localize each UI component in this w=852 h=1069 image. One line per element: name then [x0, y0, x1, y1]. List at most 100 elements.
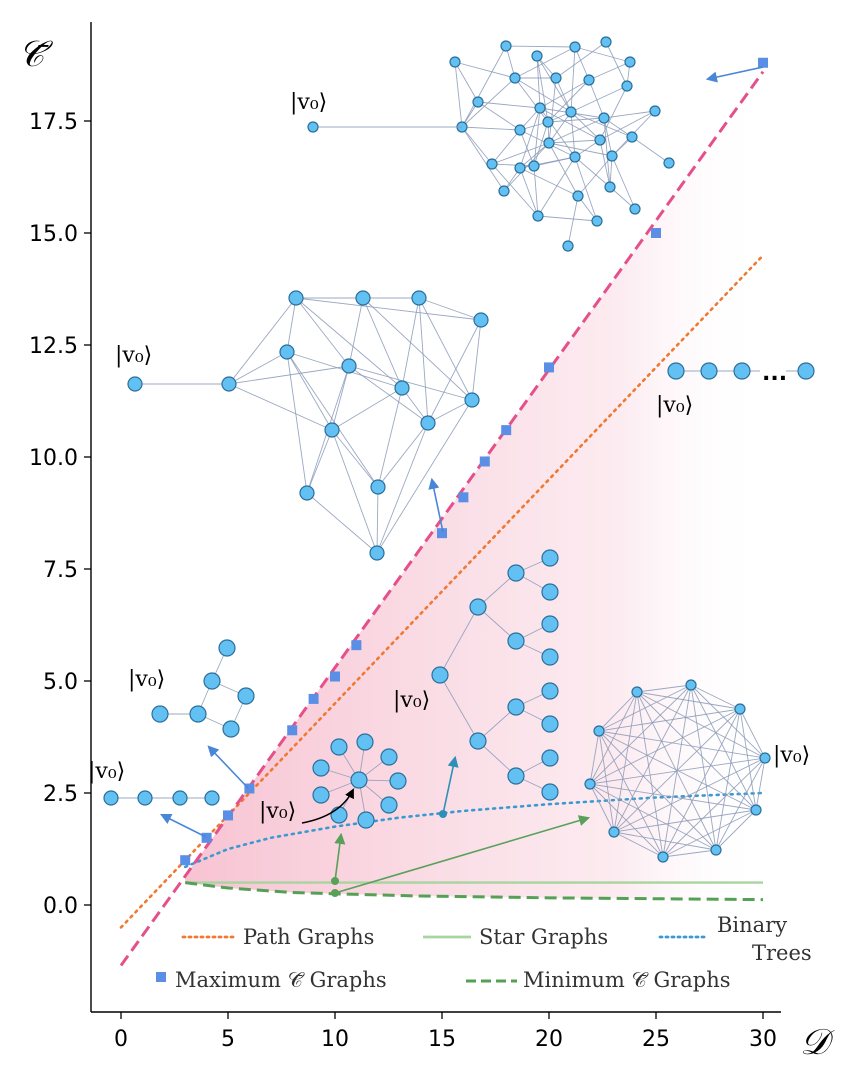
annotation-arrows: [159, 66, 764, 897]
legend: Path Graphs Star Graphs Binary Trees Max…: [156, 913, 812, 992]
graph-node: [584, 778, 596, 790]
graph-node: [542, 116, 554, 128]
graph-node: [312, 786, 330, 804]
graph-edge: [662, 757, 766, 858]
graph-edge: [589, 684, 692, 785]
inset-max-graph-30: |v₀⟩: [290, 36, 675, 252]
graph-edge: [548, 139, 601, 144]
graph-edge: [376, 399, 473, 554]
graph-edge: [715, 708, 741, 851]
graph-edge: [519, 167, 539, 217]
max-graph-point: [437, 528, 447, 539]
graph-edge: [514, 46, 576, 79]
graph-edge: [533, 107, 541, 167]
arrow: [705, 66, 764, 83]
graph-node: [631, 686, 643, 698]
y-tick-label: 7.5: [43, 558, 78, 583]
graph-edge: [555, 41, 607, 79]
graph-edge: [461, 126, 493, 165]
graph-node: [103, 790, 119, 806]
graph-edge: [598, 708, 741, 732]
arrow: [442, 755, 459, 815]
graph-edge: [598, 730, 766, 759]
graph-node: [759, 752, 771, 764]
graph-edge: [636, 691, 757, 811]
graph-edge: [603, 117, 613, 157]
graph-edge: [491, 163, 535, 167]
graph-edge: [519, 156, 576, 169]
graph-node: [514, 162, 526, 174]
graph-edge: [331, 429, 378, 554]
graph-edge: [306, 492, 378, 554]
legend-swatch-max: [156, 972, 166, 982]
graph-edge: [376, 486, 379, 554]
graph-edge: [519, 167, 579, 197]
graph-edge: [599, 139, 611, 188]
inset-max-graph-6: |v₀⟩: [128, 639, 255, 738]
graph-node: [370, 479, 386, 495]
feasible-region-fill: [185, 71, 763, 900]
arrow: [207, 745, 249, 789]
v0-label: |v₀⟩: [88, 759, 125, 784]
graph-node: [330, 806, 348, 824]
x-tick-label: 0: [114, 1027, 128, 1052]
legend-label-binary-2: Trees: [752, 941, 812, 965]
y-tick-label: 15.0: [29, 222, 78, 247]
graph-node: [507, 564, 525, 582]
inset-graphs: |v₀⟩ |v₀⟩ ... |v₀⟩: [88, 36, 815, 897]
arrow: [334, 815, 591, 894]
graph-edge: [636, 691, 664, 858]
graph-edge: [570, 111, 633, 138]
graph-edge: [570, 111, 576, 158]
graph-node: [324, 422, 340, 438]
ellipsis-label: ...: [762, 361, 787, 386]
max-graph-point: [330, 671, 340, 682]
graph-node: [431, 666, 449, 684]
graph-node: [312, 759, 330, 777]
graph-edge: [295, 297, 403, 389]
graph-node: [172, 790, 188, 806]
graph-node: [663, 157, 675, 169]
graph-edge: [295, 297, 350, 367]
graph-edge: [519, 142, 550, 169]
graph-edge: [589, 708, 741, 785]
graph-node: [606, 150, 618, 162]
graph-edge: [548, 111, 572, 144]
graph-edge: [348, 365, 429, 424]
graph-edge: [588, 61, 631, 81]
graph-edge: [477, 101, 521, 131]
graph-edge: [331, 365, 350, 431]
x-tick-label: 25: [642, 1027, 670, 1052]
graph-edge: [439, 674, 479, 742]
max-graph-point: [287, 725, 298, 736]
graph-node: [583, 74, 595, 86]
graph-edge: [636, 691, 717, 851]
graph-edge: [533, 121, 549, 167]
graph-edge: [533, 165, 539, 217]
graph-edge: [418, 297, 429, 424]
graph-node: [394, 380, 410, 396]
max-graph-point: [479, 456, 490, 467]
graph-node: [350, 771, 368, 789]
graph-edge: [599, 110, 656, 141]
graph-edge: [377, 422, 429, 488]
max-graph-point: [351, 640, 362, 651]
graph-edge: [574, 156, 598, 222]
graph-edge: [690, 684, 766, 759]
graph-node: [380, 796, 398, 814]
graph-edge: [613, 809, 757, 833]
inset-star-graph: |v₀⟩: [259, 733, 407, 829]
graph-node: [541, 749, 559, 767]
graph-edge: [548, 77, 557, 144]
y-axis-title: 𝒞̄: [18, 34, 54, 75]
graph-edge: [662, 809, 757, 858]
graph-node: [531, 50, 543, 62]
graph-edge: [589, 783, 757, 811]
graph-node: [593, 725, 605, 737]
graph-node: [500, 40, 512, 52]
graph-node: [341, 358, 357, 374]
graph-node: [203, 672, 221, 690]
y-tick-label: 17.5: [29, 110, 78, 135]
graph-node: [604, 181, 616, 193]
graph-edge: [454, 61, 463, 128]
